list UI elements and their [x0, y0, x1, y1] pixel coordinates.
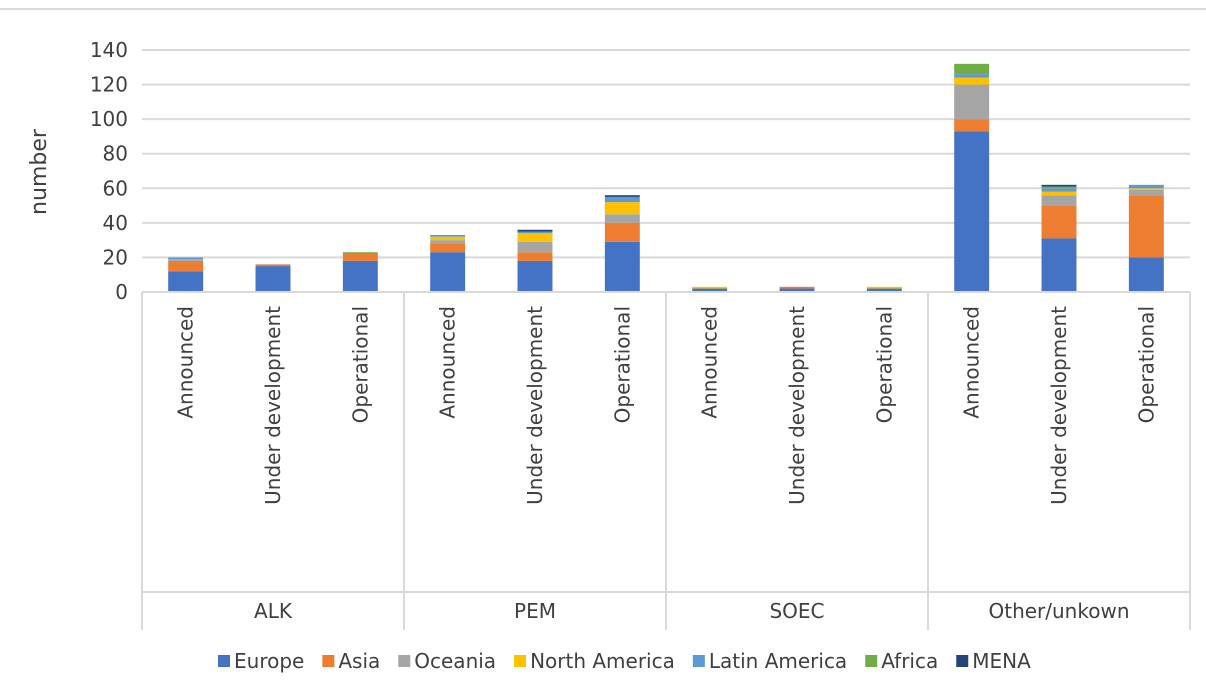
bar-segment [1041, 195, 1077, 206]
category-label: Operational [872, 306, 896, 423]
group-label: ALK [254, 599, 293, 623]
y-tick-label: 80 [103, 142, 128, 166]
bar-segment [517, 241, 553, 253]
bar-segment [168, 259, 204, 261]
legend-swatch [865, 655, 878, 667]
category-label: Operational [1134, 306, 1158, 423]
bar-segment [1128, 184, 1164, 189]
bar-segment [604, 195, 640, 197]
bar-segment [604, 222, 640, 242]
bar-segment [779, 286, 815, 289]
bar-segment [430, 236, 466, 241]
bar-segment [1041, 186, 1077, 189]
bar-segment [1128, 195, 1164, 258]
bar-segment [342, 253, 378, 261]
y-tick-label: 40 [103, 211, 128, 235]
legend-label: Asia [338, 649, 380, 673]
bar-segment [430, 240, 466, 244]
legend-swatch [322, 655, 335, 667]
legend-swatch [956, 655, 969, 667]
category-label: Under development [261, 306, 285, 505]
bar-segment [517, 229, 553, 232]
bar-segment [517, 260, 553, 292]
legend-label: North America [530, 649, 675, 673]
bar-segment [604, 196, 640, 203]
bar-segment [342, 252, 378, 254]
bar-segment [168, 257, 204, 260]
bar-segment [604, 241, 640, 292]
y-tick-label: 0 [115, 280, 128, 304]
bar-segment [779, 288, 815, 292]
legend-label: Oceania [414, 649, 496, 673]
legend-swatch [692, 655, 705, 667]
bar-segment [866, 286, 902, 289]
bars [168, 63, 1164, 292]
bar-segment [866, 288, 902, 292]
bar-segment [168, 260, 204, 272]
category-label: Announced [436, 306, 460, 419]
bar-segment [517, 252, 553, 261]
group-label: SOEC [769, 599, 824, 623]
bar-segment [430, 234, 466, 237]
category-label: Operational [610, 306, 634, 423]
bar-segment [255, 266, 291, 292]
bar-segment [1041, 184, 1077, 187]
bar-segment [954, 63, 990, 75]
bar-segment [604, 202, 640, 215]
legend-label: Europe [234, 649, 304, 673]
bar-segment [1041, 238, 1077, 292]
legend-label: Africa [881, 649, 938, 673]
y-axis-label: number [27, 128, 52, 215]
bar-segment [430, 243, 466, 253]
category-label: Announced [960, 306, 984, 419]
bar-segment [954, 84, 990, 120]
y-tick-label: 120 [90, 73, 128, 97]
bar-segment [1128, 188, 1164, 191]
bar-segment [1128, 190, 1164, 196]
bar-segment [168, 271, 204, 292]
y-tick-label: 60 [103, 176, 128, 200]
y-tick-label: 20 [103, 245, 128, 269]
bar-segment [954, 131, 990, 292]
bar-segment [692, 286, 728, 289]
bar-segment [255, 264, 291, 267]
category-label: Under development [1047, 306, 1071, 505]
category-label: Under development [523, 306, 547, 505]
group-label: Other/unkown [988, 599, 1129, 623]
bar-segment [604, 214, 640, 223]
legend-label: MENA [972, 649, 1031, 673]
category-label: Operational [348, 306, 372, 423]
y-axis-ticks: 0 20 40 60 80 100 120 140 [90, 38, 128, 304]
bar-segment [954, 74, 990, 78]
group-label: PEM [514, 599, 556, 623]
y-tick-label: 140 [90, 38, 128, 62]
bar-segment [430, 252, 466, 292]
bar-segment [1041, 191, 1077, 196]
y-tick-label: 100 [90, 107, 128, 131]
legend-label: Latin America [709, 649, 847, 673]
bar-segment [692, 288, 728, 292]
bar-segment [954, 77, 990, 85]
category-label: Announced [698, 306, 722, 419]
category-label: Announced [174, 306, 198, 419]
x-axis: Announced Under development Operational Ann… [141, 291, 1191, 630]
category-label: Under development [785, 306, 809, 505]
legend-swatch [218, 655, 230, 667]
bar-segment [1041, 188, 1077, 192]
bar-segment [517, 233, 553, 242]
legend: Europe Asia Oceania North America Latin Amer… [218, 649, 1031, 673]
gridlines [142, 49, 1190, 259]
legend-swatch [398, 655, 411, 667]
legend-swatch [514, 655, 527, 667]
bar-segment [342, 260, 378, 292]
bar-segment [1041, 205, 1077, 239]
bar-segment [517, 231, 553, 234]
bar-segment [1128, 257, 1164, 292]
bar-segment [954, 119, 990, 132]
